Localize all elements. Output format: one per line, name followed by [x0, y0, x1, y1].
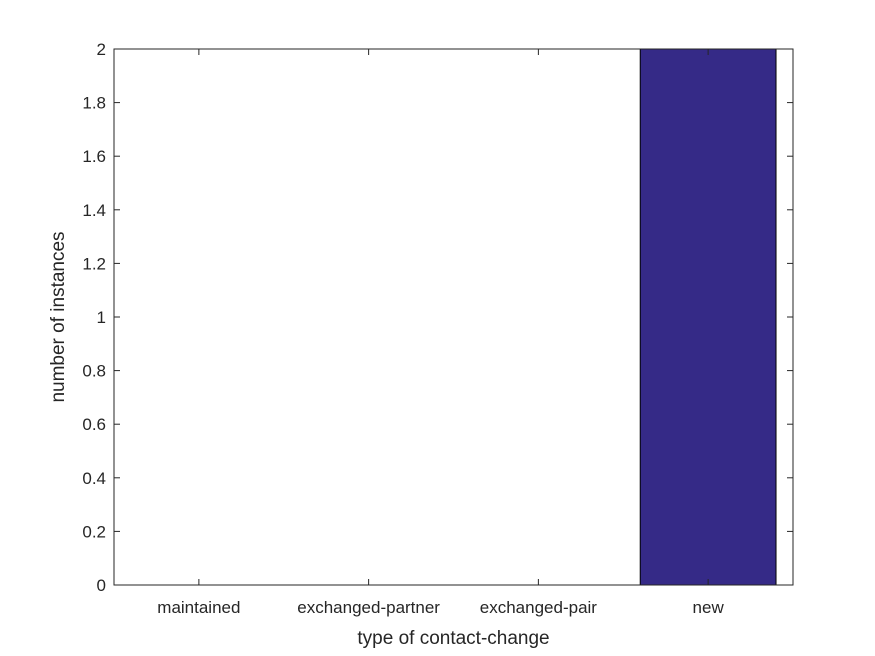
- y-axis-label: number of instances: [48, 231, 69, 402]
- x-tick-label: maintained: [157, 598, 240, 617]
- y-tick-label: 2: [97, 40, 106, 59]
- y-tick-label: 1: [97, 308, 106, 327]
- y-tick-label: 0.6: [82, 415, 106, 434]
- y-tick-label: 0.4: [82, 469, 106, 488]
- y-tick-label: 1.8: [82, 94, 106, 113]
- x-tick-label: exchanged-partner: [297, 598, 440, 617]
- y-tick-label: 1.2: [82, 254, 106, 273]
- x-tick-label: exchanged-pair: [480, 598, 598, 617]
- x-tick-label: new: [693, 598, 725, 617]
- y-tick-label: 0: [97, 576, 106, 595]
- y-tick-label: 1.4: [82, 201, 106, 220]
- x-axis-label: type of contact-change: [357, 628, 549, 649]
- y-tick-label: 0.8: [82, 362, 106, 381]
- y-tick-label: 1.6: [82, 147, 106, 166]
- y-tick-label: 0.2: [82, 522, 106, 541]
- bar-new: [639, 48, 777, 586]
